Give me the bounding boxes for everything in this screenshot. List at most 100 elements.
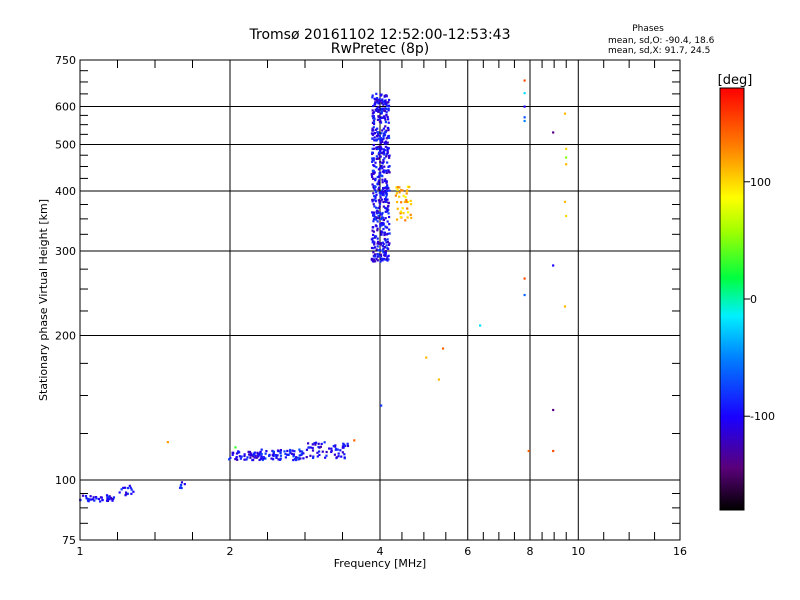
- data-point: [309, 446, 312, 449]
- data-point: [386, 151, 389, 155]
- data-point: [380, 404, 383, 407]
- data-point: [279, 457, 282, 460]
- data-point: [384, 217, 387, 220]
- data-point: [383, 115, 386, 118]
- data-point: [402, 212, 405, 215]
- data-point: [379, 148, 382, 151]
- data-point: [383, 102, 386, 105]
- data-point: [382, 160, 385, 163]
- data-point: [107, 495, 110, 498]
- data-point: [371, 211, 374, 214]
- data-point: [286, 453, 289, 456]
- data-point: [346, 444, 350, 448]
- data-point: [166, 441, 169, 444]
- data-point: [375, 147, 379, 151]
- data-point: [406, 211, 410, 214]
- data-point: [374, 128, 378, 131]
- data-point: [376, 227, 379, 230]
- legend-line-o: mean, sd,O: -90.4, 18.6: [608, 36, 715, 46]
- data-point: [375, 190, 378, 194]
- data-point: [383, 245, 386, 249]
- data-point: [84, 494, 88, 498]
- y-tick-label: 400: [55, 185, 76, 198]
- data-point: [385, 171, 388, 174]
- data-point: [339, 449, 342, 452]
- data-point: [377, 131, 380, 134]
- data-point: [384, 130, 387, 134]
- data-point: [372, 198, 375, 201]
- data-point: [279, 450, 282, 454]
- data-point: [312, 455, 315, 458]
- data-point: [379, 138, 382, 141]
- data-point: [259, 457, 263, 460]
- data-point: [373, 97, 376, 100]
- plot-frame: [79, 59, 681, 541]
- data-point: [383, 153, 386, 156]
- data-point: [387, 147, 390, 150]
- data-point: [387, 107, 390, 110]
- data-point: [385, 233, 388, 236]
- data-point: [387, 215, 391, 219]
- data-point: [311, 443, 314, 446]
- data-point: [377, 105, 380, 109]
- data-point: [386, 198, 389, 201]
- legend-line-x: mean, sd,X: 91.7, 24.5: [608, 46, 710, 56]
- data-point: [319, 445, 322, 448]
- data-point: [279, 449, 283, 452]
- data-point: [108, 497, 111, 500]
- data-point: [290, 452, 294, 455]
- data-point: [406, 200, 410, 204]
- data-point: [385, 241, 388, 244]
- data-point: [325, 454, 328, 457]
- data-point: [377, 102, 380, 105]
- data-point: [383, 237, 386, 241]
- data-point: [314, 443, 317, 446]
- data-point: [259, 450, 262, 454]
- data-point: [100, 496, 103, 499]
- data-point: [379, 145, 382, 148]
- data-point: [379, 136, 382, 140]
- y-tick-label: 500: [55, 139, 76, 152]
- data-point: [425, 356, 428, 359]
- data-point: [404, 219, 407, 222]
- data-point: [94, 495, 98, 499]
- data-point: [375, 97, 379, 100]
- data-point: [383, 257, 386, 261]
- data-point: [81, 494, 85, 497]
- data-point: [305, 448, 309, 451]
- data-point: [371, 200, 374, 203]
- data-point: [373, 241, 376, 244]
- data-point: [254, 454, 257, 457]
- data-point: [298, 454, 301, 457]
- data-point: [395, 200, 399, 204]
- data-point: [378, 176, 381, 179]
- data-point: [292, 458, 295, 462]
- data-point: [375, 92, 378, 95]
- data-point: [378, 151, 381, 154]
- data-point: [270, 457, 273, 460]
- data-point: [372, 143, 375, 147]
- data-point: [372, 111, 376, 114]
- data-point: [371, 137, 374, 140]
- data-point: [377, 147, 380, 151]
- data-point: [380, 191, 383, 194]
- data-point: [111, 499, 114, 502]
- x-tick-label: 10: [571, 545, 585, 558]
- data-point: [380, 111, 383, 114]
- x-tick-label: 4: [377, 545, 384, 558]
- data-point: [385, 155, 388, 158]
- data-point: [377, 115, 381, 119]
- data-point: [388, 98, 391, 102]
- data-point: [382, 116, 385, 119]
- data-point: [293, 457, 297, 461]
- data-point: [396, 188, 399, 191]
- data-point: [383, 171, 386, 174]
- data-point: [379, 139, 382, 142]
- data-point: [371, 183, 374, 186]
- data-point: [292, 454, 295, 457]
- data-point: [99, 500, 102, 503]
- data-point: [399, 215, 402, 219]
- data-point: [372, 159, 375, 162]
- data-point: [277, 449, 280, 452]
- data-point: [386, 118, 390, 121]
